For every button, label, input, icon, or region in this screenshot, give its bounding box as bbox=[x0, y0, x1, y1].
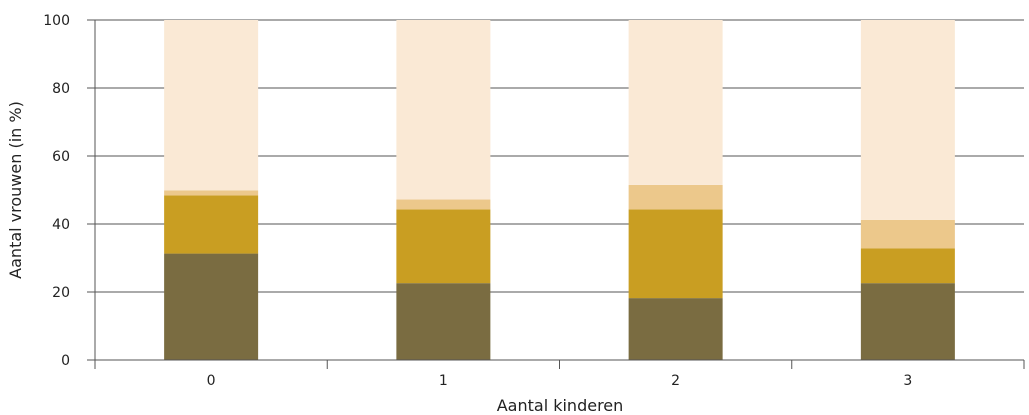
bar-segment-2-3 bbox=[628, 184, 723, 210]
bar-segment-1-3 bbox=[396, 199, 491, 210]
bar-segment-3-1 bbox=[860, 283, 955, 360]
x-tick-label-0: 0 bbox=[207, 373, 216, 389]
y-axis-title: Aantal vrouwen (in %) bbox=[6, 101, 25, 279]
bar-segment-3-2 bbox=[860, 248, 955, 284]
bar-segment-2-1 bbox=[628, 298, 723, 360]
x-axis-title: Aantal kinderen bbox=[497, 396, 624, 415]
bars bbox=[164, 20, 955, 360]
bar-segment-0-4 bbox=[164, 20, 259, 191]
x-tick-label-2: 2 bbox=[671, 373, 680, 389]
bar-segment-1-4 bbox=[396, 20, 491, 200]
y-tick-label-0: 0 bbox=[61, 353, 70, 369]
bar-segment-3-3 bbox=[860, 219, 955, 249]
y-tick-label-40: 40 bbox=[52, 217, 70, 233]
bar-segment-0-2 bbox=[164, 195, 259, 254]
y-tick-label-100: 100 bbox=[43, 13, 70, 29]
y-tick-label-80: 80 bbox=[52, 81, 70, 97]
x-tick-label-1: 1 bbox=[439, 373, 448, 389]
y-tick-label-60: 60 bbox=[52, 149, 70, 165]
x-tick-label-3: 3 bbox=[903, 373, 912, 389]
bar-segment-3-4 bbox=[860, 20, 955, 220]
bar-segment-2-2 bbox=[628, 209, 723, 299]
y-tick-label-20: 20 bbox=[52, 285, 70, 301]
bar-segment-0-3 bbox=[164, 190, 259, 196]
bar-segment-2-4 bbox=[628, 20, 723, 185]
axes bbox=[87, 20, 1025, 369]
tick-labels: 0 20 40 60 80 100 0 1 2 3 bbox=[43, 13, 912, 389]
bar-segment-1-1 bbox=[396, 283, 491, 360]
bar-segment-0-1 bbox=[164, 253, 259, 360]
bar-segment-1-2 bbox=[396, 209, 491, 284]
